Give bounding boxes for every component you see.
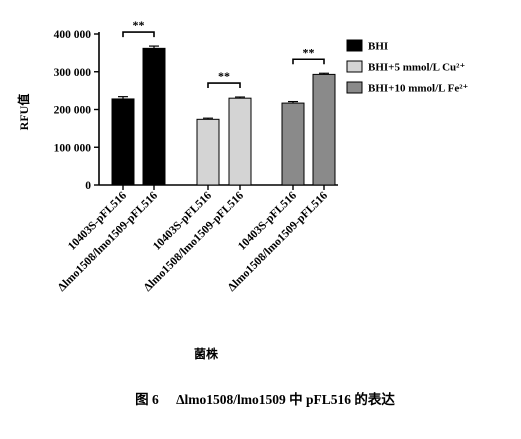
y-tick-label: 400 000 <box>54 29 92 41</box>
figure-caption: 图 6 Δlmo1508/lmo1509 中 pFL516 的表达 <box>135 391 395 407</box>
legend-swatch <box>346 60 363 73</box>
significance-bracket <box>207 82 241 89</box>
legend-swatch <box>346 81 363 94</box>
legend-label: BHI+5 mmol/L Cu²⁺ <box>368 62 465 74</box>
legend-label: BHI+10 mmol/L Fe²⁺ <box>368 83 469 95</box>
bar <box>312 73 336 186</box>
significance-bracket <box>122 31 155 38</box>
bar <box>196 118 220 186</box>
legend-swatch <box>346 39 363 52</box>
legend: BHI BHI+5 mmol/L Cu²⁺ BHI+10 mmol/L Fe²⁺ <box>346 39 469 95</box>
y-tick-label: 100 000 <box>54 142 92 154</box>
y-tick-label: 300 000 <box>54 67 92 79</box>
significance-label: ** <box>218 69 230 83</box>
chart-axes: 0 100 000 200 000 300 000 400 000 <box>54 29 338 192</box>
legend-label: BHI <box>368 41 388 53</box>
significance-label: ** <box>303 45 315 59</box>
significance-markers: ** ** ** <box>122 18 325 89</box>
figure-title: Δlmo1508/lmo1509 中 pFL516 的表达 <box>176 391 395 407</box>
chart-bars <box>111 45 336 186</box>
bar <box>142 47 166 186</box>
y-tick-label: 200 000 <box>54 105 92 117</box>
y-tick-label: 0 <box>85 180 91 192</box>
y-axis-label: RFU值 <box>16 94 31 131</box>
bar <box>228 97 252 186</box>
significance-label: ** <box>133 18 145 32</box>
figure-number: 图 6 <box>135 392 159 407</box>
significance-bracket <box>292 58 325 65</box>
bar <box>281 102 305 186</box>
category-labels: 10403S-pFL516Δlmo1508/lmo1509-pFL5161040… <box>56 185 330 294</box>
x-axis-label: 菌株 <box>194 346 219 361</box>
bar <box>111 98 135 186</box>
